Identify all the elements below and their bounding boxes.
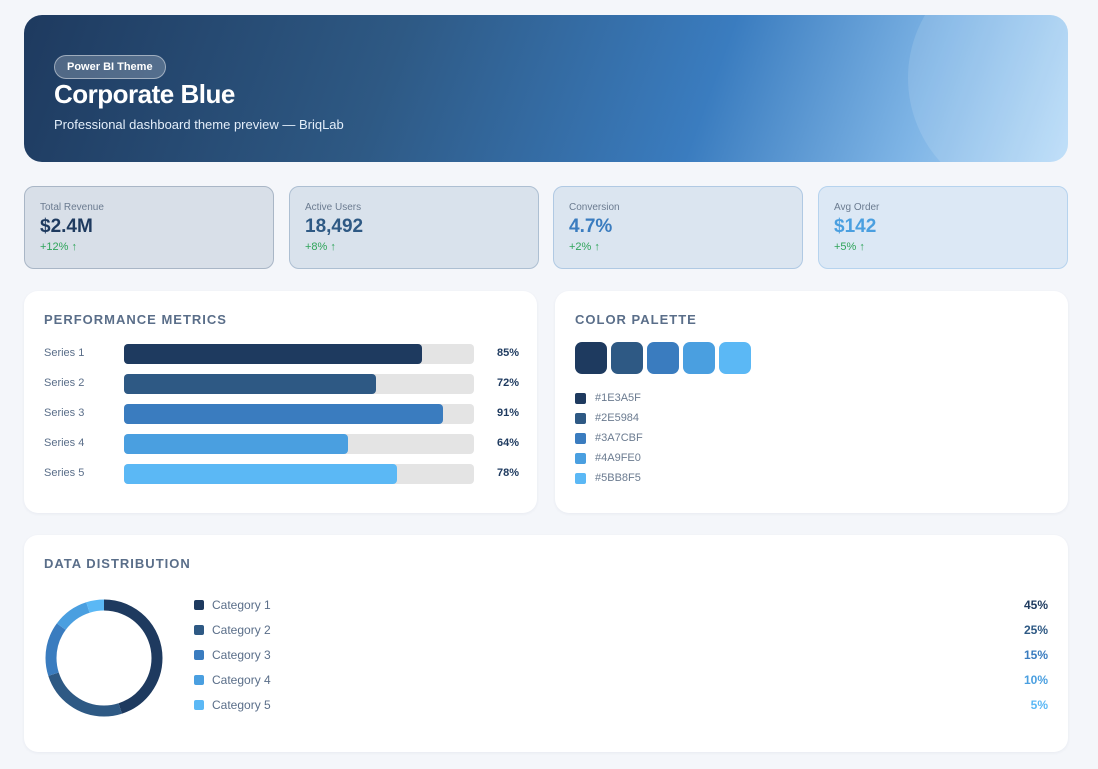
legend-dot: [194, 600, 204, 610]
legend-percent: 10%: [1023, 673, 1048, 687]
kpi-value: 4.7%: [569, 216, 613, 237]
color-swatch: [683, 342, 715, 374]
metric-track: [124, 404, 474, 424]
legend-item: Category 4 10%: [194, 672, 1048, 688]
metric-bar: [124, 374, 376, 394]
legend-percent: 45%: [1023, 598, 1048, 612]
metric-percent: 91%: [496, 407, 519, 419]
donut-slice: [45, 599, 163, 717]
color-hex-label: #1E3A5F: [595, 392, 641, 404]
performance-metrics-title: PERFORMANCE METRICS: [44, 312, 227, 327]
color-dot: [575, 393, 586, 404]
kpi-delta: +2% ↑: [569, 241, 600, 253]
color-hex-label: #2E5984: [595, 412, 640, 424]
legend-item: Category 1 45%: [194, 597, 1048, 613]
metric-row: Series 1 85%: [44, 344, 519, 364]
color-dot: [575, 413, 586, 424]
legend-item: Category 3 15%: [194, 647, 1048, 663]
data-distribution-card: DATA DISTRIBUTION Category 1 45% Category …: [24, 535, 1068, 752]
legend-dot: [194, 700, 204, 710]
legend-percent: 5%: [1030, 698, 1048, 712]
legend-name: Category 1: [212, 598, 271, 612]
legend-dot: [194, 650, 204, 660]
kpi-label: Total Revenue: [40, 202, 104, 213]
metric-name: Series 3: [44, 407, 85, 419]
legend-name: Category 4: [212, 673, 271, 687]
metric-name: Series 1: [44, 347, 85, 359]
legend-item: Category 2 25%: [194, 622, 1048, 638]
data-distribution-title: DATA DISTRIBUTION: [44, 556, 191, 571]
color-dot: [575, 453, 586, 464]
page-title: Corporate Blue: [54, 79, 235, 109]
color-swatch: [719, 342, 751, 374]
legend-name: Category 3: [212, 648, 271, 662]
kpi-card: Avg Order $142 +5% ↑: [818, 186, 1068, 269]
metric-bar: [124, 404, 443, 424]
legend-name: Category 2: [212, 623, 271, 637]
color-palette-card: COLOR PALETTE #1E3A5F #2E5984 #3A7CBF #4A9F…: [555, 291, 1068, 513]
legend-item: Category 5 5%: [194, 697, 1048, 713]
kpi-delta: +5% ↑: [834, 241, 865, 253]
legend-percent: 15%: [1023, 648, 1048, 662]
metric-track: [124, 374, 474, 394]
metric-percent: 72%: [496, 377, 519, 389]
hero-decoration: [908, 15, 1068, 162]
metric-track: [124, 434, 474, 454]
metric-percent: 78%: [496, 467, 519, 479]
metric-bar: [124, 344, 422, 364]
page-subtitle: Professional dashboard theme preview — B…: [54, 117, 344, 132]
kpi-card: Active Users 18,492 +8% ↑: [289, 186, 539, 269]
kpi-label: Avg Order: [834, 202, 880, 213]
metric-row: Series 3 91%: [44, 404, 519, 424]
metric-percent: 85%: [496, 347, 519, 359]
metric-bar: [124, 434, 348, 454]
legend-dot: [194, 625, 204, 635]
performance-metrics-card: PERFORMANCE METRICS Series 1 85% Series 2 7…: [24, 291, 537, 513]
color-dot: [575, 433, 586, 444]
kpi-delta: +8% ↑: [305, 241, 336, 253]
kpi-value: $2.4M: [40, 216, 93, 237]
metric-name: Series 5: [44, 467, 85, 479]
legend-percent: 25%: [1023, 623, 1048, 637]
kpi-value: 18,492: [305, 216, 364, 237]
color-swatch: [611, 342, 643, 374]
color-palette-title: COLOR PALETTE: [575, 312, 697, 327]
metric-name: Series 4: [44, 437, 85, 449]
theme-badge: Power BI Theme: [54, 55, 166, 79]
legend-dot: [194, 675, 204, 685]
metric-percent: 64%: [496, 437, 519, 449]
kpi-value: $142: [834, 216, 877, 237]
color-dot: [575, 473, 586, 484]
color-swatch: [575, 342, 607, 374]
metric-row: Series 4 64%: [44, 434, 519, 454]
kpi-card: Total Revenue $2.4M +12% ↑: [24, 186, 274, 269]
metric-track: [124, 464, 474, 484]
metric-row: Series 2 72%: [44, 374, 519, 394]
color-hex-label: #5BB8F5: [595, 472, 641, 484]
legend-name: Category 5: [212, 698, 271, 712]
kpi-delta: +12% ↑: [40, 241, 77, 253]
donut-chart: [45, 599, 163, 717]
color-hex-label: #3A7CBF: [595, 432, 643, 444]
metric-bar: [124, 464, 397, 484]
hero-banner: Power BI Theme Corporate Blue Profession…: [24, 15, 1068, 162]
kpi-label: Conversion: [569, 202, 620, 213]
kpi-card: Conversion 4.7% +2% ↑: [553, 186, 803, 269]
metric-track: [124, 344, 474, 364]
metric-name: Series 2: [44, 377, 85, 389]
color-hex-label: #4A9FE0: [595, 452, 641, 464]
donut-slice: [45, 599, 163, 717]
color-swatch: [647, 342, 679, 374]
kpi-label: Active Users: [305, 202, 362, 213]
metric-row: Series 5 78%: [44, 464, 519, 484]
donut-slice: [45, 599, 163, 717]
